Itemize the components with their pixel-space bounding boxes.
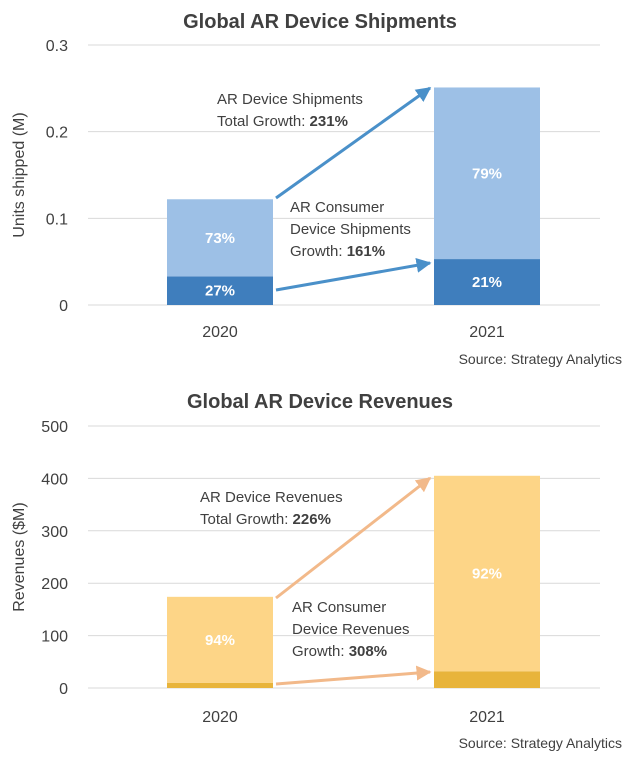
shipments-y-tick-label: 0.2 [46,125,68,142]
shipments-bar-segment [167,276,273,305]
revenues-source-note: Source: Strategy Analytics [459,735,622,751]
revenues-bar-segment [434,475,540,672]
revenues-x-tick-label: 2021 [469,709,505,726]
shipments-chart: Global AR Device Shipments 0 0.1 0.2 0.3 Unit… [11,11,622,367]
shipments-data-label: 27% [205,283,235,300]
shipments-bar-segment [434,87,540,260]
shipments-growth-arrow [275,86,432,200]
revenues-y-tick-label: 0 [59,681,68,698]
revenues-chart-title: Global AR Device Revenues [187,391,453,413]
revenues-y-tick-label: 200 [41,576,68,593]
shipments-y-tick-label: 0.1 [46,211,68,228]
shipments-data-label: 21% [472,274,502,291]
revenues-y-tick-label: 300 [41,524,68,541]
revenues-y-axis-label: Revenues ($M) [11,502,28,611]
revenues-growth-annotation: AR Consumer Device Revenues Growth: 308% [292,599,410,660]
shipments-y-tick-label: 0.3 [46,38,68,55]
shipments-bar-segment [167,199,273,277]
revenues-y-tick-label: 400 [41,471,68,488]
revenues-chart: Global AR Device Revenues 0 100 200 300 400 50… [11,391,622,751]
revenues-x-tick-label: 2020 [202,709,238,726]
revenues-y-tick-label: 100 [41,629,68,646]
revenues-bar-segment [167,682,273,688]
revenues-growth-annotation: AR Device Revenues Total Growth: 226% [200,489,343,528]
revenues-y-tick-label: 500 [41,419,68,436]
shipments-data-label: 73% [205,230,235,247]
shipments-y-axis-label: Units shipped (M) [11,112,28,237]
shipments-source-note: Source: Strategy Analytics [459,351,622,367]
revenues-bar-segment [434,671,540,688]
shipments-y-tick-label: 0 [59,298,68,315]
revenues-bar-segment [167,596,273,683]
revenues-data-label: 94% [205,632,235,649]
shipments-growth-arrow [275,257,432,292]
revenues-growth-arrow [275,476,432,600]
shipments-bar-segment [434,259,540,305]
revenues-data-label: 92% [472,566,502,583]
shipments-x-tick-label: 2020 [202,324,238,341]
shipments-x-tick-label: 2021 [469,324,505,341]
shipments-data-label: 79% [472,165,502,182]
revenues-growth-arrow [275,665,432,686]
shipments-growth-annotation: AR Device Shipments Total Growth: 231% [217,91,363,130]
shipments-growth-annotation: AR Consumer Device Shipments Growth: 161% [290,199,411,260]
shipments-chart-title: Global AR Device Shipments [183,11,457,33]
